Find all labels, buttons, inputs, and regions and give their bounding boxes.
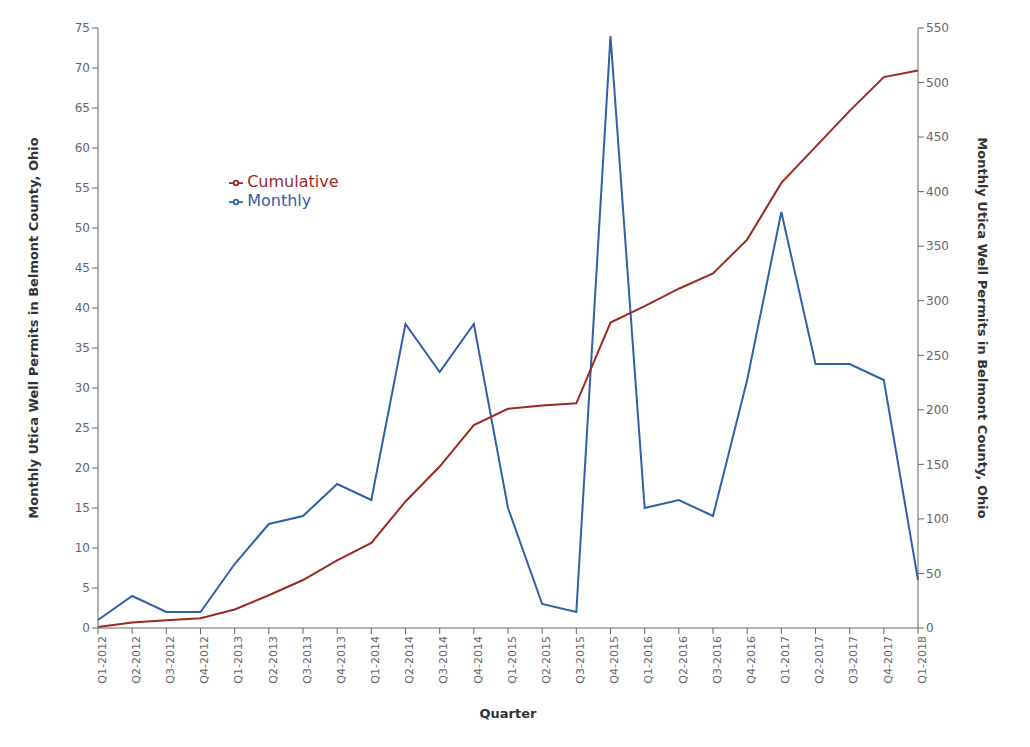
- svg-text:75: 75: [75, 21, 90, 35]
- svg-text:Q4-2014: Q4-2014: [472, 636, 485, 684]
- svg-text:0: 0: [82, 621, 90, 635]
- svg-text:Q2-2013: Q2-2013: [267, 636, 280, 684]
- svg-text:Q2-2012: Q2-2012: [130, 636, 143, 684]
- svg-text:10: 10: [75, 541, 90, 555]
- svg-text:0: 0: [926, 621, 934, 635]
- svg-text:30: 30: [75, 381, 90, 395]
- svg-text:400: 400: [926, 185, 949, 199]
- svg-text:Q3-2016: Q3-2016: [711, 636, 724, 684]
- svg-text:70: 70: [75, 61, 90, 75]
- svg-text:45: 45: [75, 261, 90, 275]
- svg-text:Q1-2018: Q1-2018: [916, 636, 929, 684]
- svg-text:200: 200: [926, 403, 949, 417]
- svg-text:Q1-2012: Q1-2012: [96, 636, 109, 684]
- svg-text:Q2-2017: Q2-2017: [813, 636, 826, 684]
- svg-text:500: 500: [926, 76, 949, 90]
- svg-text:Q1-2013: Q1-2013: [232, 636, 245, 684]
- svg-text:Q1-2016: Q1-2016: [642, 636, 655, 684]
- svg-text:300: 300: [926, 294, 949, 308]
- svg-text:55: 55: [75, 181, 90, 195]
- svg-text:250: 250: [926, 349, 949, 363]
- svg-text:Monthly Utica Well Permits in: Monthly Utica Well Permits in Belmont Co…: [26, 137, 41, 518]
- svg-text:350: 350: [926, 239, 949, 253]
- svg-text:Q2-2014: Q2-2014: [403, 636, 416, 684]
- svg-text:65: 65: [75, 101, 90, 115]
- svg-text:100: 100: [926, 512, 949, 526]
- svg-text:Q2-2015: Q2-2015: [540, 636, 553, 684]
- svg-text:Q4-2015: Q4-2015: [608, 636, 621, 684]
- svg-text:Q3-2013: Q3-2013: [301, 636, 314, 684]
- svg-text:20: 20: [75, 461, 90, 475]
- svg-text:550: 550: [926, 21, 949, 35]
- svg-text:150: 150: [926, 458, 949, 472]
- svg-text:60: 60: [75, 141, 90, 155]
- svg-text:Q4-2017: Q4-2017: [882, 636, 895, 684]
- svg-text:35: 35: [75, 341, 90, 355]
- svg-text:Q3-2012: Q3-2012: [164, 636, 177, 684]
- svg-text:Q1-2014: Q1-2014: [369, 636, 382, 684]
- svg-text:Q3-2017: Q3-2017: [847, 636, 860, 684]
- svg-text:Q4-2012: Q4-2012: [198, 636, 211, 684]
- svg-text:5: 5: [82, 581, 90, 595]
- svg-text:Q4-2013: Q4-2013: [335, 636, 348, 684]
- html-text:Monthly: Monthly: [247, 191, 312, 210]
- svg-text:Q1-2015: Q1-2015: [506, 636, 519, 684]
- svg-text:15: 15: [75, 501, 90, 515]
- svg-text:40: 40: [75, 301, 90, 315]
- svg-text:Q2-2016: Q2-2016: [677, 636, 690, 684]
- svg-text:50: 50: [75, 221, 90, 235]
- svg-text:Q4-2016: Q4-2016: [745, 636, 758, 684]
- svg-text:Quarter: Quarter: [480, 706, 538, 721]
- svg-text:Q1-2017: Q1-2017: [779, 636, 792, 684]
- svg-text:450: 450: [926, 130, 949, 144]
- svg-text:50: 50: [926, 567, 941, 581]
- svg-text:25: 25: [75, 421, 90, 435]
- svg-text:Q3-2014: Q3-2014: [437, 636, 450, 684]
- html-text:Cumulative: Cumulative: [247, 172, 339, 191]
- svg-text:Q3-2015: Q3-2015: [574, 636, 587, 684]
- svg-text:Monthly Utica Well Permits in: Monthly Utica Well Permits in Belmont Co…: [975, 137, 990, 518]
